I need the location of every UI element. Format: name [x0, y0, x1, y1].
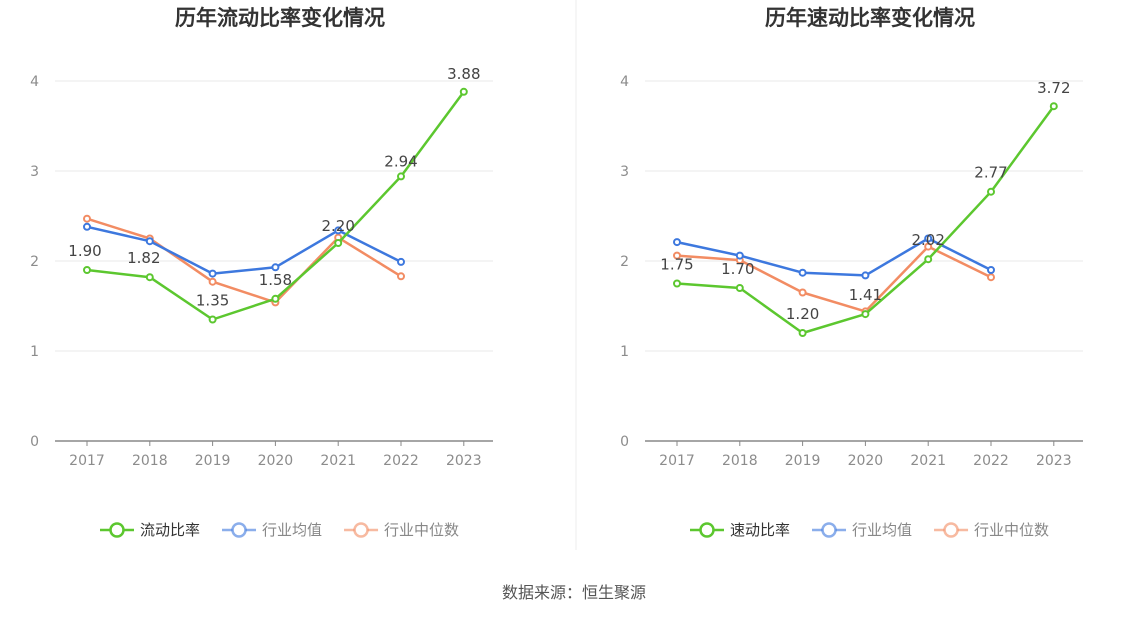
x-tick-label: 2017: [659, 453, 695, 469]
data-label: 1.90: [68, 242, 101, 260]
data-point-median: [987, 273, 995, 282]
x-tick-label: 2018: [132, 453, 168, 469]
data-label: 1.41: [849, 286, 882, 304]
data-label: 1.82: [127, 249, 160, 267]
x-tick-label: 2017: [69, 453, 105, 469]
data-point-company: [673, 279, 681, 288]
data-point-company: [208, 315, 217, 324]
data-label: 1.35: [196, 292, 229, 310]
y-tick-label: 0: [620, 434, 629, 450]
data-point-avg: [735, 251, 744, 260]
y-tick-label: 1: [620, 344, 629, 360]
data-point-median: [673, 251, 681, 260]
data-label: 3.88: [447, 65, 480, 83]
data-point-company: [83, 266, 91, 274]
x-tick-label: 2018: [722, 453, 758, 469]
data-point-avg: [208, 269, 217, 278]
data-point-company: [271, 294, 280, 303]
legend-label: 流动比率: [140, 521, 200, 539]
x-tick-label: 2023: [1036, 453, 1072, 469]
data-label: 1.58: [259, 271, 292, 289]
data-label: 2.77: [974, 164, 1007, 182]
x-tick-label: 2021: [910, 453, 946, 469]
x-tick-label: 2020: [258, 453, 294, 469]
data-point-company: [987, 187, 995, 196]
data-point-company: [861, 310, 870, 319]
legend-swatch-marker: [109, 522, 125, 538]
data-point-company: [798, 329, 807, 337]
data-point-company: [924, 255, 933, 264]
x-tick-label: 2021: [320, 453, 356, 469]
data-label: 2.02: [911, 231, 944, 249]
y-tick-label: 1: [30, 344, 39, 360]
data-point-avg: [145, 237, 154, 246]
data-point-avg: [924, 234, 933, 243]
source-text: 数据来源：恒生聚源: [502, 583, 646, 602]
series-line-median: [676, 245, 992, 313]
legend-label: 行业中位数: [384, 521, 459, 539]
y-tick-label: 2: [620, 254, 629, 270]
quick-ratio-chart: 历年速动比率变化情况 0 1 2 3 4 2017 2018 2019 2020 2021 2022 2…: [620, 6, 1083, 539]
chart-title: 历年流动比率变化情况: [175, 6, 385, 30]
y-tick-label: 4: [620, 74, 629, 90]
data-label: 1.20: [786, 305, 819, 323]
legend-swatch-marker: [231, 522, 247, 538]
data-point-avg: [83, 222, 91, 231]
data-point-median: [83, 214, 91, 223]
y-tick-label: 3: [620, 164, 629, 180]
data-label: 1.70: [721, 260, 754, 278]
series-line-avg: [86, 225, 402, 275]
series-line-median: [86, 217, 402, 304]
data-point-avg: [397, 257, 405, 266]
y-tick-label: 3: [30, 164, 39, 180]
data-point-avg: [334, 226, 343, 235]
legend-label: 行业均值: [852, 521, 912, 539]
legend-label: 行业中位数: [974, 521, 1049, 539]
data-point-median: [798, 288, 807, 297]
y-tick-label: 4: [30, 74, 39, 90]
data-label: 2.94: [384, 152, 417, 170]
x-tick-label: 2022: [383, 453, 419, 469]
data-point-median: [924, 242, 933, 251]
data-point-avg: [798, 268, 807, 277]
data-point-company: [1049, 102, 1058, 111]
x-tick-label: 2023: [446, 453, 482, 469]
x-tick-label: 2022: [973, 453, 1009, 469]
legend-swatch-marker: [699, 522, 715, 538]
legend-swatch-marker: [353, 522, 369, 538]
data-label: 3.72: [1037, 79, 1070, 97]
y-tick-label: 2: [30, 254, 39, 270]
chart-title: 历年速动比率变化情况: [765, 6, 975, 30]
data-label: 2.20: [321, 217, 354, 235]
data-point-company: [735, 284, 744, 292]
x-tick-label: 2019: [785, 453, 821, 469]
series-line-avg: [676, 237, 992, 277]
legend-swatch-marker: [943, 522, 959, 538]
data-point-company: [145, 273, 154, 282]
x-tick-label: 2020: [848, 453, 884, 469]
legend-label: 速动比率: [730, 521, 790, 539]
data-label: 1.75: [660, 256, 693, 274]
current-ratio-chart: 历年流动比率变化情况 0 1 2 3 4 2017 2018 2019 2020 2021 2022 2…: [30, 6, 493, 539]
data-point-avg: [987, 266, 995, 274]
data-point-avg: [271, 263, 280, 272]
data-point-median: [397, 272, 405, 281]
y-tick-label: 0: [30, 434, 39, 450]
legend-swatch-marker: [821, 522, 837, 538]
data-point-avg: [861, 271, 870, 280]
x-tick-label: 2019: [195, 453, 231, 469]
data-point-company: [397, 172, 405, 181]
data-point-median: [208, 277, 217, 286]
data-point-company: [459, 87, 468, 96]
data-point-avg: [673, 238, 681, 247]
legend-label: 行业均值: [262, 521, 322, 539]
data-point-company: [334, 239, 343, 247]
